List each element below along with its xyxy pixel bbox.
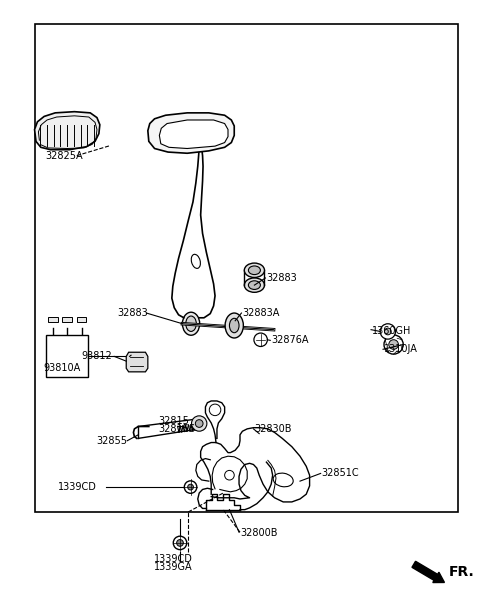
Circle shape <box>389 340 398 349</box>
Ellipse shape <box>191 254 201 268</box>
Ellipse shape <box>229 318 239 333</box>
Circle shape <box>384 335 403 354</box>
Text: 32883: 32883 <box>118 308 148 318</box>
Text: FR.: FR. <box>449 565 475 579</box>
Text: 32876A: 32876A <box>271 336 309 345</box>
Text: 32800B: 32800B <box>240 529 277 538</box>
Circle shape <box>384 328 391 335</box>
Circle shape <box>209 404 221 416</box>
Ellipse shape <box>249 281 260 289</box>
Ellipse shape <box>249 266 260 274</box>
Text: 32883A: 32883A <box>242 308 280 318</box>
Circle shape <box>188 484 193 490</box>
Circle shape <box>177 539 183 546</box>
Ellipse shape <box>225 313 243 338</box>
Polygon shape <box>148 113 234 153</box>
Text: 32830B: 32830B <box>254 424 292 434</box>
Circle shape <box>184 481 197 494</box>
Text: 32815S: 32815S <box>158 424 195 434</box>
Circle shape <box>225 470 234 480</box>
Text: 32883: 32883 <box>266 273 297 283</box>
Text: 1339CD: 1339CD <box>58 482 96 492</box>
Text: 1310JA: 1310JA <box>384 345 418 354</box>
Ellipse shape <box>244 278 264 292</box>
Bar <box>35 24 458 512</box>
Text: 1360GH: 1360GH <box>372 327 411 336</box>
Circle shape <box>195 420 203 427</box>
Ellipse shape <box>182 312 200 335</box>
Bar <box>46 335 88 377</box>
Text: 32815: 32815 <box>158 416 189 426</box>
Circle shape <box>173 536 187 549</box>
Polygon shape <box>126 352 148 372</box>
Text: 93810A: 93810A <box>43 364 81 373</box>
Text: 32855: 32855 <box>96 436 127 446</box>
Bar <box>62 317 72 322</box>
Text: 93812: 93812 <box>82 352 112 361</box>
Bar <box>48 317 58 322</box>
Circle shape <box>192 416 207 431</box>
Text: 32851C: 32851C <box>322 469 359 478</box>
Text: 32825A: 32825A <box>46 151 83 160</box>
Polygon shape <box>35 112 100 150</box>
Polygon shape <box>159 120 228 148</box>
Ellipse shape <box>186 316 196 331</box>
Bar <box>77 317 86 322</box>
Text: 1339GA: 1339GA <box>154 563 192 572</box>
FancyArrow shape <box>412 561 444 583</box>
Circle shape <box>380 324 396 339</box>
Ellipse shape <box>244 263 264 277</box>
Text: 1339CD: 1339CD <box>154 554 192 564</box>
Circle shape <box>254 333 267 346</box>
